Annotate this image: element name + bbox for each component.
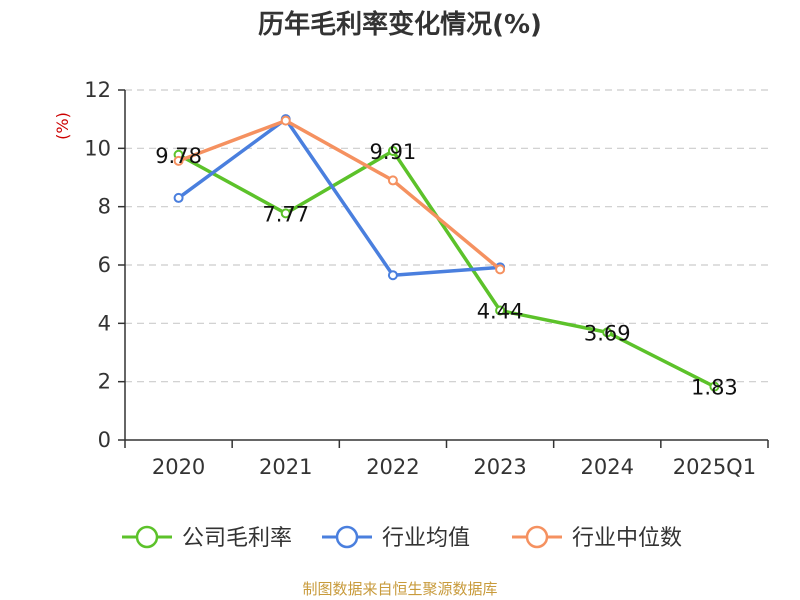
y-tick-label: 4 <box>98 311 111 335</box>
source-note: 制图数据来自恒生聚源数据库 <box>302 580 497 598</box>
data-point[interactable] <box>495 305 506 316</box>
data-label: 9.91 <box>370 140 417 164</box>
legend-item[interactable]: 行业中位数 <box>512 525 682 551</box>
data-label: 1.83 <box>691 376 738 400</box>
y-axis-unit: (%) <box>53 112 72 140</box>
legend-item[interactable]: 公司毛利率 <box>122 525 292 551</box>
data-label: 4.44 <box>477 300 524 324</box>
x-tick-label: 2024 <box>581 455 634 479</box>
x-tick-label: 2022 <box>366 455 419 479</box>
x-tick-label: 2020 <box>152 455 205 479</box>
data-point[interactable] <box>602 327 613 338</box>
data-point[interactable] <box>387 270 398 281</box>
data-point[interactable] <box>173 192 184 203</box>
legend-label: 行业中位数 <box>572 526 682 551</box>
series-line <box>177 118 502 271</box>
data-label: 9.78 <box>155 144 202 168</box>
x-tick-label: 2025Q1 <box>673 455 756 479</box>
legend-circle-icon <box>135 525 159 549</box>
data-point[interactable] <box>387 175 398 186</box>
series-lines <box>173 114 720 392</box>
legend-circle-icon <box>335 525 359 549</box>
y-tick-label: 2 <box>98 370 111 394</box>
data-point[interactable] <box>280 208 291 219</box>
legend-label: 公司毛利率 <box>182 526 292 551</box>
data-point[interactable] <box>495 264 506 275</box>
x-tick-label: 2021 <box>259 455 312 479</box>
axes: 0 2 4 6 8 10 12 2020 2021 2022 2023 2024 2025Q1 <box>84 78 769 479</box>
legend[interactable]: 公司毛利率 行业均值 行业中位数 <box>122 525 682 551</box>
data-labels: 9.78 7.77 9.91 4.44 3.69 1.83 <box>155 140 738 400</box>
x-tick-label: 2023 <box>473 455 526 479</box>
data-point[interactable] <box>173 155 184 166</box>
legend-item[interactable]: 行业均值 <box>322 525 470 551</box>
data-point[interactable] <box>280 115 291 126</box>
legend-label: 行业均值 <box>382 526 470 551</box>
series-line <box>177 117 501 277</box>
y-tick-label: 6 <box>98 253 111 277</box>
legend-circle-icon <box>525 525 549 549</box>
y-tick-label: 10 <box>84 136 111 160</box>
chart-title: 历年毛利率变化情况(%) <box>258 9 542 40</box>
data-point[interactable] <box>709 381 720 392</box>
grid-lines <box>125 89 768 383</box>
data-point[interactable] <box>387 145 398 156</box>
y-tick-label: 12 <box>84 78 111 102</box>
y-tick-label: 8 <box>98 195 111 219</box>
data-label: 3.69 <box>584 321 631 345</box>
series-line <box>177 149 716 389</box>
data-label: 7.77 <box>262 202 309 226</box>
y-tick-label: 0 <box>98 428 111 452</box>
